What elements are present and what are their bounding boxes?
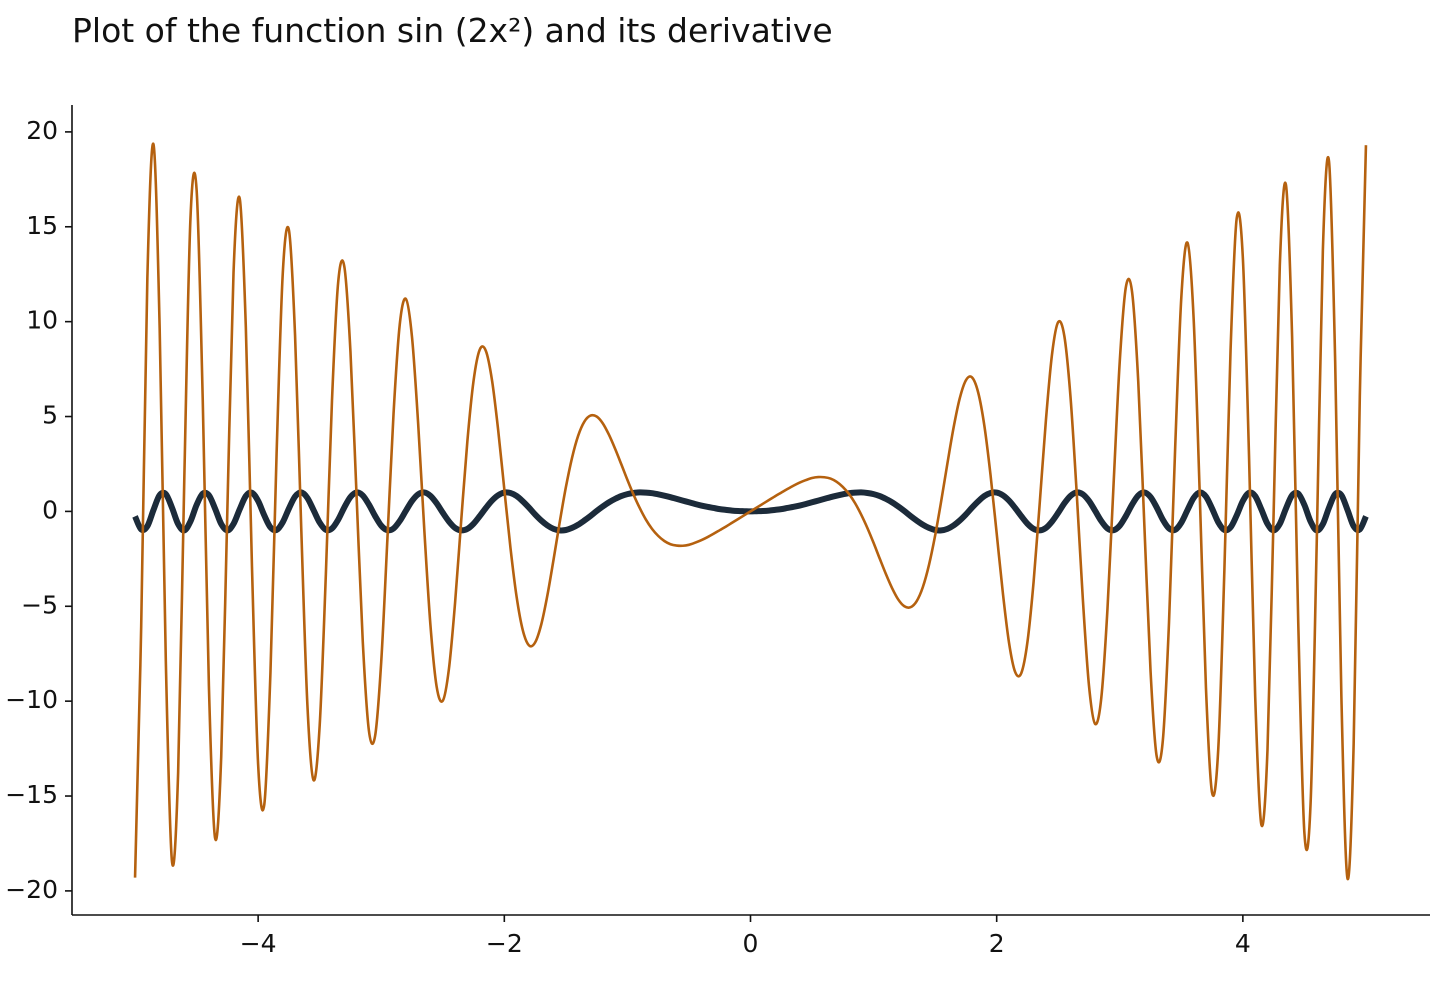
y-tick-label: 10 — [26, 306, 58, 335]
y-tick-label: 5 — [42, 401, 58, 430]
y-tick-label: −10 — [5, 685, 58, 714]
y-tick-label: 20 — [26, 116, 58, 145]
data-line — [133, 142, 1368, 881]
x-tick-label: −4 — [240, 929, 277, 958]
x-tick-label: −2 — [486, 929, 523, 958]
y-tick-label: 15 — [26, 211, 58, 240]
y-tick-label: 0 — [42, 495, 58, 524]
y-tick-label: −15 — [5, 780, 58, 809]
x-tick-label: 4 — [1235, 929, 1251, 958]
y-tick-label: −20 — [5, 875, 58, 904]
x-tick-label: 0 — [743, 929, 759, 958]
x-tick-label: 2 — [989, 929, 1005, 958]
y-tick-label: −5 — [21, 590, 58, 619]
chart-title: Plot of the function sin (2x²) and its d… — [72, 11, 833, 50]
